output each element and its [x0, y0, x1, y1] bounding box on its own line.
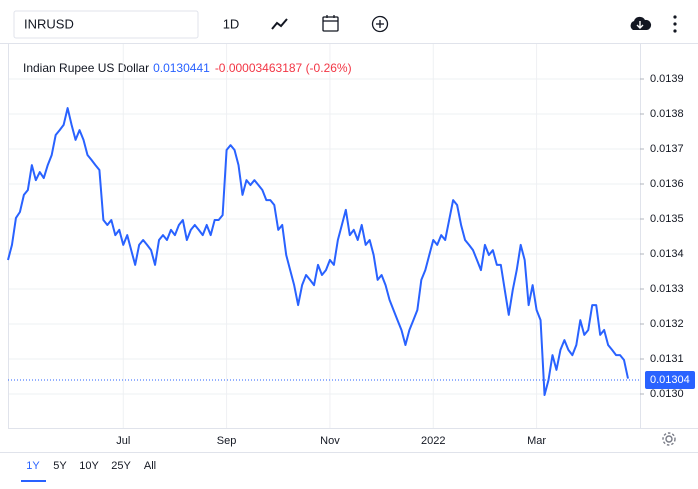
x-tick-label: Mar [527, 435, 546, 447]
range-button[interactable]: All [144, 460, 156, 472]
range-button[interactable]: 5Y [53, 460, 67, 472]
x-tick-label: 2022 [421, 435, 445, 447]
compare-icon[interactable] [371, 15, 389, 33]
x-tick-label: Jul [116, 435, 130, 447]
y-tick-label: 0.0134 [650, 248, 684, 260]
y-tick-label: 0.0139 [650, 73, 684, 85]
y-tick-label: 0.0135 [650, 213, 684, 225]
x-tick-label: Sep [217, 435, 237, 447]
menu-icon[interactable] [673, 15, 677, 33]
symbol-input[interactable] [13, 10, 199, 39]
last-price-tag [645, 371, 695, 389]
calendar-icon[interactable] [322, 15, 339, 32]
last-price-label: 0.01304 [650, 374, 690, 386]
range-button[interactable]: 25Y [111, 460, 131, 472]
download-icon[interactable] [630, 16, 652, 30]
legend-header: Indian Rupee US Dollar 0.0130441 -0.000034… [23, 61, 352, 75]
y-tick-label: 0.0137 [650, 143, 684, 155]
settings-icon[interactable] [662, 432, 676, 446]
range-buttons: 1Y 5Y 10Y 25Y All [21, 460, 156, 482]
price-line [7, 107, 629, 397]
chart-type-icon[interactable] [271, 18, 288, 30]
range-button[interactable]: 1Y [26, 460, 40, 472]
symbol-text: INRUSD [24, 16, 74, 31]
y-tick-label: 0.0130 [650, 388, 684, 400]
y-tick-label: 0.0131 [650, 353, 684, 365]
y-tick-label: 0.0133 [650, 283, 684, 295]
y-tick-label: 0.0132 [650, 318, 684, 330]
range-button[interactable]: 10Y [79, 460, 99, 472]
y-tick-label: 0.0138 [650, 108, 684, 120]
interval-button[interactable]: 1D [223, 16, 240, 31]
current-value: 0.0130441 [153, 61, 210, 75]
series-name: Indian Rupee US Dollar [23, 61, 149, 75]
change: -0.00003463187 (-0.26%) [215, 61, 352, 75]
x-tick-label: Nov [320, 435, 340, 447]
y-tick-label: 0.0136 [650, 178, 684, 190]
